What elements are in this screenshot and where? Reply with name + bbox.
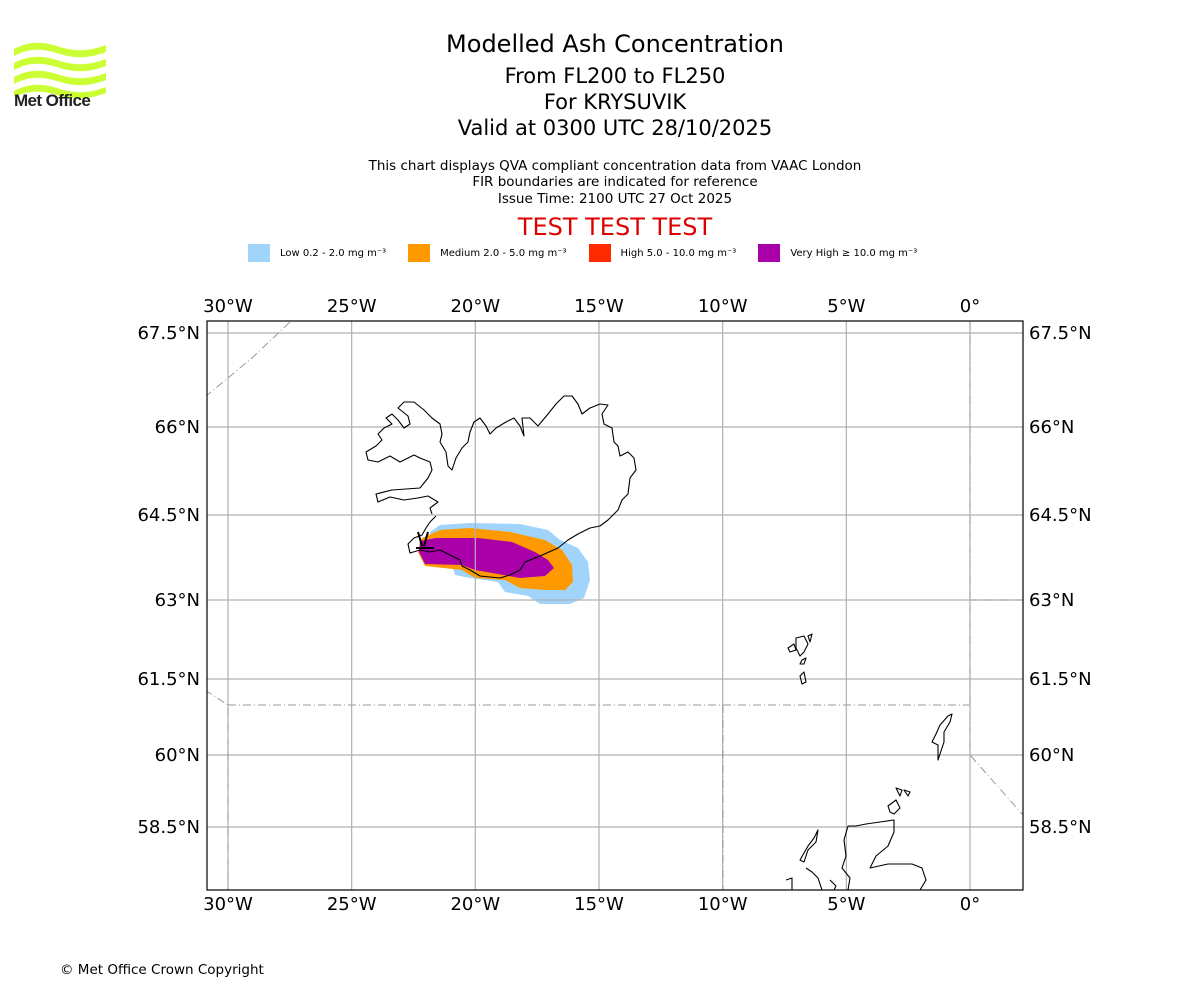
lon-tick-label-top: 10°W bbox=[698, 296, 748, 317]
legend-label: Low 0.2 - 2.0 mg m⁻³ bbox=[280, 247, 387, 259]
lon-tick-label-bottom: 30°W bbox=[203, 894, 253, 915]
lon-tick-label-bottom: 5°W bbox=[827, 894, 865, 915]
legend: Low 0.2 - 2.0 mg m⁻³ Medium 2.0 - 5.0 mg… bbox=[248, 243, 939, 263]
chart-title: Modelled Ash Concentration bbox=[446, 30, 784, 58]
icelandic-volcano-marker bbox=[416, 531, 434, 549]
legend-swatch-medium bbox=[408, 244, 431, 262]
coastline-shetland bbox=[931, 713, 953, 761]
fir-boundaries bbox=[207, 321, 1023, 890]
lon-tick-label-bottom: 25°W bbox=[327, 894, 377, 915]
info-line-source: This chart displays QVA compliant concen… bbox=[368, 158, 862, 174]
lat-tick-label-left: 61.5°N bbox=[137, 669, 200, 690]
coastlines bbox=[365, 395, 953, 890]
test-banner: TEST TEST TEST bbox=[517, 213, 713, 241]
coastline-hebrides-2 bbox=[785, 867, 837, 890]
volcano-name: For KRYSUVIK bbox=[543, 90, 687, 114]
lon-tick-label-top: 5°W bbox=[827, 296, 865, 317]
coastline-orkney bbox=[887, 787, 911, 815]
legend-item-low: Low 0.2 - 2.0 mg m⁻³ bbox=[248, 244, 408, 262]
coastline-faroe-1 bbox=[787, 643, 797, 653]
lon-tick-label-top: 30°W bbox=[203, 296, 253, 317]
lat-tick-label-right: 61.5°N bbox=[1029, 669, 1092, 690]
lat-tick-label-left: 67.5°N bbox=[137, 323, 200, 344]
legend-label: High 5.0 - 10.0 mg m⁻³ bbox=[620, 247, 737, 259]
lon-tick-label-bottom: 15°W bbox=[574, 894, 624, 915]
copyright: © Met Office Crown Copyright bbox=[60, 962, 264, 978]
lat-tick-label-right: 64.5°N bbox=[1029, 505, 1092, 526]
coastline-faroe-5 bbox=[799, 671, 807, 685]
coastline-scotland bbox=[841, 819, 927, 890]
lat-tick-label-right: 60°N bbox=[1029, 745, 1074, 766]
lon-tick-label-top: 20°W bbox=[450, 296, 500, 317]
logo-text: Met Office bbox=[14, 91, 91, 110]
issue-time: Issue Time: 2100 UTC 27 Oct 2025 bbox=[497, 191, 733, 207]
legend-swatch-low bbox=[248, 244, 270, 262]
coastline-iceland bbox=[365, 395, 637, 579]
lat-tick-label-right: 63°N bbox=[1029, 590, 1074, 611]
legend-item-very-high: Very High ≥ 10.0 mg m⁻³ bbox=[758, 244, 939, 262]
lat-tick-label-right: 67.5°N bbox=[1029, 323, 1092, 344]
coastline-faroe-2 bbox=[795, 635, 809, 657]
lat-tick-label-right: 58.5°N bbox=[1029, 817, 1092, 838]
coastline-faroe-4 bbox=[799, 657, 807, 665]
fir-boundary-north bbox=[207, 321, 291, 396]
ash-plume bbox=[418, 523, 590, 604]
lon-tick-label-top: 0° bbox=[960, 296, 980, 317]
axis-tick-labels: 30°W 30°W 25°W 25°W 20°W 20°W 15°W 15°W 10°W 10°W… bbox=[137, 296, 1091, 915]
fir-boundary-southwest bbox=[207, 690, 229, 890]
lat-tick-label-left: 58.5°N bbox=[137, 817, 200, 838]
lon-tick-label-top: 15°W bbox=[574, 296, 624, 317]
legend-swatch-very-high bbox=[758, 244, 781, 262]
legend-label: Very High ≥ 10.0 mg m⁻³ bbox=[790, 247, 918, 259]
map-frame bbox=[206, 320, 1024, 891]
legend-label: Medium 2.0 - 5.0 mg m⁻³ bbox=[440, 247, 567, 259]
ash-band-very-high bbox=[419, 538, 554, 578]
lat-tick-label-left: 63°N bbox=[155, 590, 200, 611]
gridlines bbox=[207, 321, 1023, 890]
lat-tick-label-left: 66°N bbox=[155, 417, 200, 438]
lon-tick-label-bottom: 10°W bbox=[698, 894, 748, 915]
lat-tick-label-right: 66°N bbox=[1029, 417, 1074, 438]
legend-item-high: High 5.0 - 10.0 mg m⁻³ bbox=[588, 244, 759, 262]
lat-tick-label-left: 60°N bbox=[155, 745, 200, 766]
legend-item-medium: Medium 2.0 - 5.0 mg m⁻³ bbox=[408, 244, 588, 262]
valid-time: Valid at 0300 UTC 28/10/2025 bbox=[457, 116, 773, 140]
flight-level-range: From FL200 to FL250 bbox=[504, 64, 726, 88]
lon-tick-label-top: 25°W bbox=[327, 296, 377, 317]
met-office-logo-icon bbox=[14, 42, 106, 99]
lon-tick-label-bottom: 20°W bbox=[450, 894, 500, 915]
fir-boundary-east bbox=[969, 321, 1023, 816]
coastline-hebrides-1 bbox=[799, 829, 819, 863]
info-line-fir: FIR boundaries are indicated for referen… bbox=[472, 174, 758, 190]
coastline-faroe-3 bbox=[807, 633, 813, 643]
legend-swatch-high bbox=[588, 244, 611, 262]
lon-tick-label-bottom: 0° bbox=[960, 894, 980, 915]
lat-tick-label-left: 64.5°N bbox=[137, 505, 200, 526]
